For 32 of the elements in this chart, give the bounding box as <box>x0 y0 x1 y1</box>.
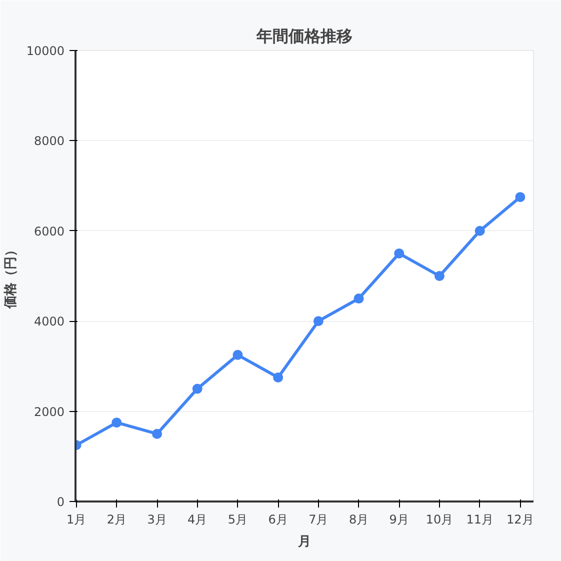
y-tick-label: 0 <box>56 495 65 509</box>
point <box>515 192 526 202</box>
point <box>434 271 444 281</box>
point <box>394 248 404 258</box>
x-tick-label: 2月 <box>106 512 126 526</box>
x-tick-label: 11月 <box>466 512 494 526</box>
y-tick-label: 8000 <box>34 134 65 148</box>
y-axis-title: 価格（円） <box>3 244 18 310</box>
y-tick-label: 6000 <box>34 224 65 238</box>
point <box>112 418 122 428</box>
x-tick-label: 5月 <box>228 512 248 526</box>
x-tick-label: 12月 <box>506 512 534 526</box>
x-tick-label: 10月 <box>426 512 454 526</box>
y-tick-label: 10000 <box>26 44 65 58</box>
point <box>474 226 485 236</box>
point <box>273 372 284 382</box>
y-tick-label: 2000 <box>34 404 65 419</box>
x-tick-label: 8月 <box>348 512 369 526</box>
x-axis-title: 月 <box>297 534 311 550</box>
point <box>152 428 162 439</box>
point <box>232 350 243 360</box>
point <box>354 294 364 304</box>
x-tick-label: 7月 <box>308 512 328 526</box>
point <box>313 316 324 326</box>
x-tick-label: 4月 <box>188 512 208 526</box>
y-tick-label: 4000 <box>34 314 65 329</box>
chart-title: 年間価格推移 <box>256 26 352 46</box>
x-tick-label: 6月 <box>268 512 288 526</box>
x-tick-label: 1月 <box>66 512 86 526</box>
x-tick-label: 9月 <box>389 512 409 526</box>
x-tick-label: 3月 <box>147 512 167 526</box>
point <box>192 384 202 394</box>
